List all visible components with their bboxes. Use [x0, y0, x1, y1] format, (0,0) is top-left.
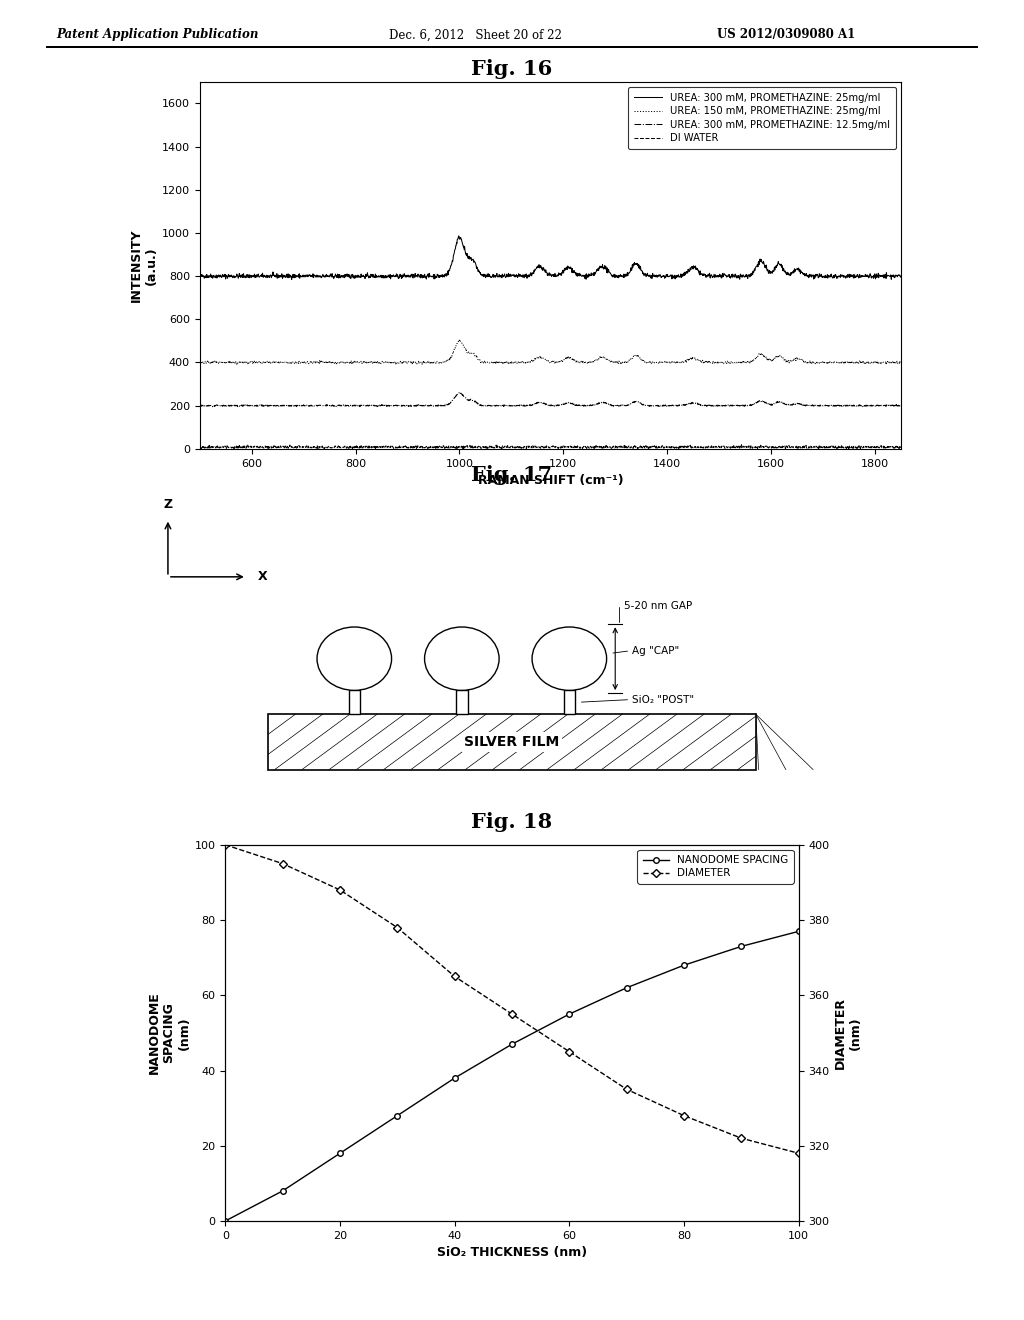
Text: SILVER FILM: SILVER FILM: [464, 735, 560, 748]
UREA: 150 mM, PROMETHAZINE: 25mg/ml: (1e+03, 504): 150 mM, PROMETHAZINE: 25mg/ml: (1e+03, 5…: [454, 333, 466, 348]
DIAMETER: [449, 969, 461, 985]
Polygon shape: [268, 714, 756, 770]
NANODOME SPACING: [334, 1146, 346, 1162]
Polygon shape: [348, 690, 360, 714]
Y-axis label: NANODOME
SPACING
(nm): NANODOME SPACING (nm): [147, 991, 190, 1074]
Line: NANODOME SPACING: NANODOME SPACING: [222, 928, 802, 1224]
UREA: 300 mM, PROMETHAZINE: 12.5mg/ml: (1.16e+03, 215): 300 mM, PROMETHAZINE: 12.5mg/ml: (1.16e+…: [535, 395, 547, 411]
UREA: 300 mM, PROMETHAZINE: 12.5mg/ml: (1.85e+03, 198): 300 mM, PROMETHAZINE: 12.5mg/ml: (1.85e+…: [895, 399, 907, 414]
DI WATER: [735, 437, 748, 453]
DIAMETER: [563, 1044, 575, 1060]
UREA: 150 mM, PROMETHAZINE: 25mg/ml: (1.81e+03, 401): 150 mM, PROMETHAZINE: 25mg/ml: (1.81e+03…: [874, 354, 887, 370]
UREA: 300 mM, PROMETHAZINE: 25mg/ml: (1.85e+03, 796): 300 mM, PROMETHAZINE: 25mg/ml: (1.85e+03…: [895, 269, 907, 285]
DI WATER: [535, 438, 547, 454]
UREA: 300 mM, PROMETHAZINE: 12.5mg/ml: (1.81e+03, 201): 300 mM, PROMETHAZINE: 12.5mg/ml: (1.81e+…: [874, 397, 887, 413]
UREA: 300 mM, PROMETHAZINE: 25mg/ml: (1.12e+03, 795): 300 mM, PROMETHAZINE: 25mg/ml: (1.12e+03…: [517, 269, 529, 285]
Legend: NANODOME SPACING, DIAMETER: NANODOME SPACING, DIAMETER: [638, 850, 794, 883]
Text: Fig. 16: Fig. 16: [471, 59, 553, 79]
Line: UREA: 300 mM, PROMETHAZINE: 25mg/ml: UREA: 300 mM, PROMETHAZINE: 25mg/ml: [200, 236, 901, 280]
DI WATER: [229, 438, 242, 454]
Text: Ag "CAP": Ag "CAP": [632, 645, 679, 656]
UREA: 300 mM, PROMETHAZINE: 25mg/ml: (1.16e+03, 841): 300 mM, PROMETHAZINE: 25mg/ml: (1.16e+03…: [536, 260, 548, 276]
Line: UREA: 300 mM, PROMETHAZINE: 12.5mg/ml: UREA: 300 mM, PROMETHAZINE: 12.5mg/ml: [200, 393, 901, 407]
Polygon shape: [456, 690, 468, 714]
UREA: 150 mM, PROMETHAZINE: 25mg/ml: (1.16e+03, 422): 150 mM, PROMETHAZINE: 25mg/ml: (1.16e+03…: [536, 350, 548, 366]
Polygon shape: [563, 690, 575, 714]
DIAMETER: [735, 1130, 748, 1146]
NANODOME SPACING: [391, 1107, 403, 1123]
NANODOME SPACING: [793, 924, 805, 940]
Ellipse shape: [317, 627, 391, 690]
UREA: 300 mM, PROMETHAZINE: 25mg/ml: (1.81e+03, 798): 300 mM, PROMETHAZINE: 25mg/ml: (1.81e+03…: [876, 268, 888, 284]
Ellipse shape: [532, 627, 606, 690]
Text: Z: Z: [164, 498, 172, 511]
UREA: 300 mM, PROMETHAZINE: 25mg/ml: (998, 986): 300 mM, PROMETHAZINE: 25mg/ml: (998, 986…: [453, 228, 465, 244]
NANODOME SPACING: [506, 1036, 518, 1052]
NANODOME SPACING: [621, 979, 633, 995]
UREA: 150 mM, PROMETHAZINE: 25mg/ml: (1.85e+03, 401): 150 mM, PROMETHAZINE: 25mg/ml: (1.85e+03…: [895, 354, 907, 370]
UREA: 300 mM, PROMETHAZINE: 12.5mg/ml: (999, 259): 300 mM, PROMETHAZINE: 12.5mg/ml: (999, 2…: [453, 385, 465, 401]
DIAMETER: [506, 1006, 518, 1022]
DI WATER: [876, 440, 888, 455]
NANODOME SPACING: [449, 1071, 461, 1086]
UREA: 150 mM, PROMETHAZINE: 25mg/ml: (500, 401): 150 mM, PROMETHAZINE: 25mg/ml: (500, 401…: [194, 354, 206, 370]
UREA: 300 mM, PROMETHAZINE: 25mg/ml: (677, 784): 300 mM, PROMETHAZINE: 25mg/ml: (677, 784…: [286, 272, 298, 288]
Line: UREA: 150 mM, PROMETHAZINE: 25mg/ml: UREA: 150 mM, PROMETHAZINE: 25mg/ml: [200, 341, 901, 364]
UREA: 300 mM, PROMETHAZINE: 12.5mg/ml: (1.81e+03, 202): 300 mM, PROMETHAZINE: 12.5mg/ml: (1.81e+…: [874, 397, 887, 413]
Text: SiO₂ "POST": SiO₂ "POST": [632, 694, 694, 705]
DIAMETER: [276, 855, 289, 871]
Ellipse shape: [425, 627, 499, 690]
Text: US 2012/0309080 A1: US 2012/0309080 A1: [717, 28, 855, 41]
UREA: 150 mM, PROMETHAZINE: 25mg/ml: (572, 392): 150 mM, PROMETHAZINE: 25mg/ml: (572, 392…: [230, 356, 243, 372]
UREA: 300 mM, PROMETHAZINE: 25mg/ml: (1.81e+03, 801): 300 mM, PROMETHAZINE: 25mg/ml: (1.81e+03…: [874, 268, 887, 284]
UREA: 300 mM, PROMETHAZINE: 12.5mg/ml: (1.56e+03, 205): 300 mM, PROMETHAZINE: 12.5mg/ml: (1.56e+…: [746, 396, 759, 412]
UREA: 300 mM, PROMETHAZINE: 25mg/ml: (1.56e+03, 807): 300 mM, PROMETHAZINE: 25mg/ml: (1.56e+03…: [746, 267, 759, 282]
DIAMETER: [793, 1146, 805, 1162]
NANODOME SPACING: [219, 1213, 231, 1229]
DIAMETER: [334, 882, 346, 898]
DIAMETER: [678, 1107, 690, 1123]
UREA: 300 mM, PROMETHAZINE: 12.5mg/ml: (569, 201): 300 mM, PROMETHAZINE: 12.5mg/ml: (569, 2…: [229, 397, 242, 413]
DI WATER: [194, 440, 206, 455]
Text: X: X: [258, 570, 267, 583]
X-axis label: SiO₂ THICKNESS (nm): SiO₂ THICKNESS (nm): [437, 1246, 587, 1259]
DIAMETER: [621, 1081, 633, 1097]
Text: Dec. 6, 2012   Sheet 20 of 22: Dec. 6, 2012 Sheet 20 of 22: [389, 28, 562, 41]
DI WATER: [346, 441, 358, 457]
UREA: 150 mM, PROMETHAZINE: 25mg/ml: (1.81e+03, 396): 150 mM, PROMETHAZINE: 25mg/ml: (1.81e+03…: [876, 355, 888, 371]
Text: Patent Application Publication: Patent Application Publication: [56, 28, 259, 41]
NANODOME SPACING: [735, 939, 748, 954]
X-axis label: RAMAN SHIFT (cm⁻¹): RAMAN SHIFT (cm⁻¹): [477, 474, 624, 487]
UREA: 300 mM, PROMETHAZINE: 25mg/ml: (569, 798): 300 mM, PROMETHAZINE: 25mg/ml: (569, 798…: [229, 268, 242, 284]
UREA: 300 mM, PROMETHAZINE: 25mg/ml: (500, 802): 300 mM, PROMETHAZINE: 25mg/ml: (500, 802…: [194, 268, 206, 284]
Text: Fig. 18: Fig. 18: [471, 812, 553, 832]
NANODOME SPACING: [563, 1006, 575, 1022]
DI WATER: [516, 440, 528, 455]
Text: 5-20 nm GAP: 5-20 nm GAP: [618, 601, 692, 622]
UREA: 300 mM, PROMETHAZINE: 12.5mg/ml: (500, 199): 300 mM, PROMETHAZINE: 12.5mg/ml: (500, 1…: [194, 397, 206, 413]
Y-axis label: INTENSITY
(a.u.): INTENSITY (a.u.): [130, 228, 158, 302]
UREA: 300 mM, PROMETHAZINE: 12.5mg/ml: (1.84e+03, 194): 300 mM, PROMETHAZINE: 12.5mg/ml: (1.84e+…: [888, 399, 900, 414]
DI WATER: [895, 438, 907, 454]
DIAMETER: [391, 920, 403, 936]
UREA: 300 mM, PROMETHAZINE: 12.5mg/ml: (1.12e+03, 199): 300 mM, PROMETHAZINE: 12.5mg/ml: (1.12e+…: [516, 397, 528, 413]
DI WATER: [746, 440, 759, 455]
DIAMETER: [219, 837, 231, 853]
Legend: UREA: 300 mM, PROMETHAZINE: 25mg/ml, UREA: 150 mM, PROMETHAZINE: 25mg/ml, UREA: : UREA: 300 mM, PROMETHAZINE: 25mg/ml, URE…: [628, 87, 896, 149]
DI WATER: [874, 438, 887, 454]
UREA: 150 mM, PROMETHAZINE: 25mg/ml: (1.12e+03, 402): 150 mM, PROMETHAZINE: 25mg/ml: (1.12e+03…: [517, 354, 529, 370]
Text: Fig. 17: Fig. 17: [471, 465, 553, 484]
Y-axis label: DIAMETER
(nm): DIAMETER (nm): [834, 997, 862, 1069]
UREA: 150 mM, PROMETHAZINE: 25mg/ml: (1.56e+03, 408): 150 mM, PROMETHAZINE: 25mg/ml: (1.56e+03…: [746, 352, 759, 368]
UREA: 150 mM, PROMETHAZINE: 25mg/ml: (569, 401): 150 mM, PROMETHAZINE: 25mg/ml: (569, 401…: [229, 354, 242, 370]
Line: DIAMETER: DIAMETER: [222, 842, 802, 1156]
NANODOME SPACING: [276, 1183, 289, 1199]
NANODOME SPACING: [678, 957, 690, 973]
Line: DI WATER: DI WATER: [200, 445, 901, 449]
